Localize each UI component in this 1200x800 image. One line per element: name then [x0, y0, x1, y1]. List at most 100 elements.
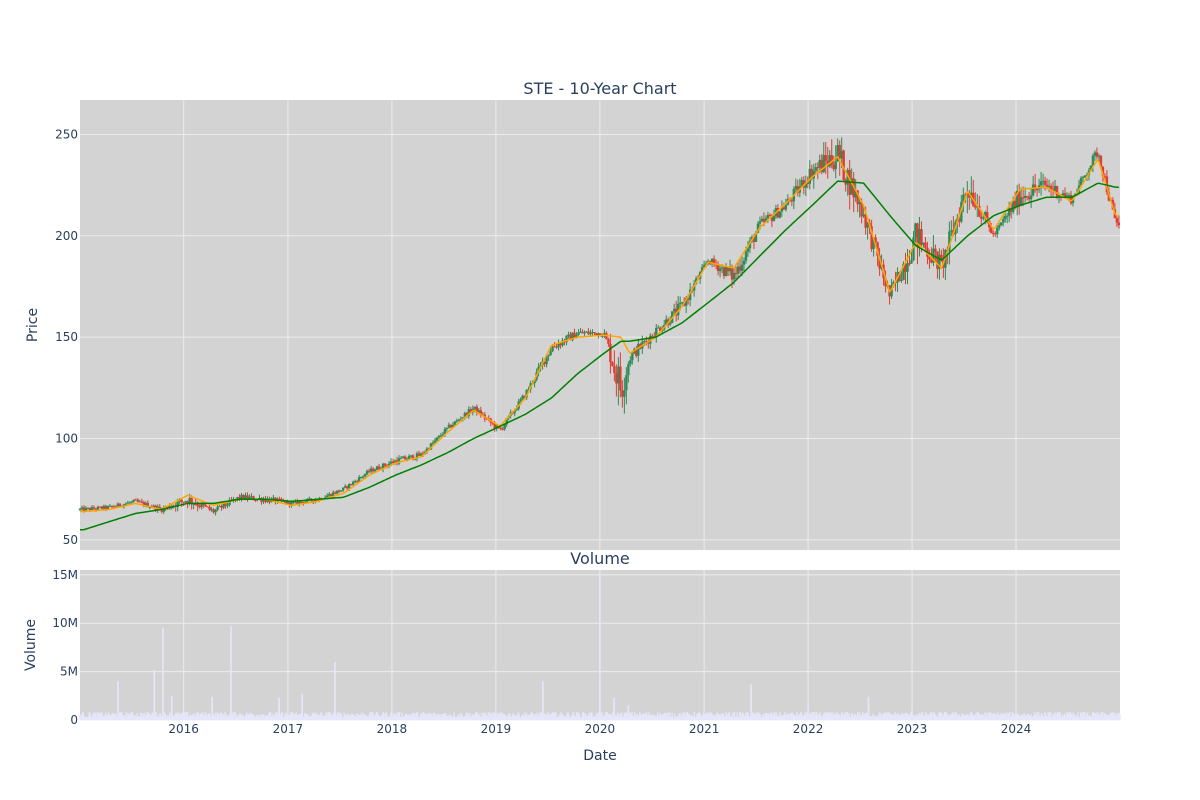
volume-bar	[454, 716, 456, 720]
volume-bar	[202, 712, 204, 720]
candle-body	[401, 456, 405, 459]
volume-bar	[847, 715, 849, 720]
volume-bar	[269, 712, 271, 720]
volume-bar	[620, 715, 622, 720]
volume-bar	[313, 713, 315, 720]
volume-bar	[834, 714, 837, 720]
volume-bar	[156, 715, 158, 720]
volume-bar	[846, 711, 849, 720]
volume-bar	[146, 711, 149, 720]
candle-body	[326, 495, 329, 498]
candle-body	[990, 227, 993, 234]
volume-bar	[179, 713, 181, 720]
candle-body	[635, 348, 638, 356]
candle-body	[477, 410, 480, 413]
volume-bar	[877, 717, 879, 720]
volume-bar	[310, 715, 313, 720]
volume-bar	[907, 713, 909, 720]
volume-bar	[776, 715, 779, 720]
volume-bar	[413, 713, 415, 720]
volume-bar	[631, 712, 633, 720]
volume-bar	[624, 712, 626, 720]
candle-body	[994, 233, 997, 235]
volume-bar	[600, 713, 602, 720]
volume-bar	[772, 713, 774, 720]
candle-body	[629, 360, 632, 365]
candle-body	[585, 331, 588, 333]
volume-bar	[1038, 712, 1040, 720]
candle-body	[982, 217, 985, 219]
candle-body	[308, 498, 311, 500]
volume-bar	[818, 717, 820, 720]
volume-bar	[1014, 713, 1016, 720]
candle-body	[928, 256, 931, 260]
volume-bar	[353, 714, 356, 720]
volume-bar	[1017, 714, 1020, 720]
volume-bar	[136, 713, 138, 720]
candle-body	[361, 476, 365, 478]
volume-bar	[410, 713, 413, 720]
volume-bar	[1037, 716, 1039, 720]
candle-body	[272, 497, 275, 499]
volume-bar	[1036, 711, 1038, 720]
candle-body	[336, 490, 339, 494]
volume-bar	[770, 712, 773, 720]
volume-bar	[902, 714, 904, 720]
volume-bar	[914, 715, 916, 720]
volume-bar	[865, 712, 867, 720]
candle-body	[82, 507, 86, 511]
volume-bar	[465, 712, 467, 720]
candle-body	[822, 155, 825, 173]
volume-bar	[351, 714, 354, 720]
volume-bar	[265, 714, 267, 720]
candle-body	[112, 506, 116, 508]
volume-bar	[1111, 711, 1114, 720]
volume-bar	[570, 715, 573, 720]
volume-bar	[277, 711, 279, 720]
candle-body	[453, 421, 457, 425]
volume-bar	[429, 713, 432, 720]
volume-bar	[820, 716, 822, 720]
candle-body	[202, 503, 205, 506]
volume-bar	[108, 713, 110, 720]
volume-bar	[651, 714, 653, 720]
candle-body	[862, 214, 865, 217]
volume-bar	[425, 713, 427, 720]
volume-bar	[593, 716, 596, 720]
volume-bar	[92, 713, 94, 720]
volume-bar	[956, 716, 958, 720]
candle-body	[1101, 166, 1105, 177]
volume-bar	[140, 712, 143, 720]
volume-bar	[1085, 714, 1088, 720]
volume-bar	[676, 717, 679, 720]
candle-body	[411, 455, 415, 460]
candle-body	[645, 341, 648, 343]
volume-bar	[901, 712, 903, 720]
volume-bar	[931, 713, 933, 720]
candle-body	[102, 505, 106, 509]
volume-bar	[361, 712, 363, 720]
volume-bar	[387, 716, 390, 720]
volume-bar	[653, 715, 655, 720]
volume-bar	[860, 714, 862, 720]
candle-body	[142, 502, 146, 506]
candle-body	[367, 470, 371, 472]
volume-bar	[909, 712, 912, 720]
volume-bar	[691, 716, 693, 720]
candle-body	[826, 160, 829, 167]
volume-bar	[288, 715, 291, 720]
volume-bar	[563, 716, 566, 720]
candle-body	[569, 334, 572, 341]
volume-bar	[697, 713, 699, 720]
candle-body	[1097, 155, 1101, 157]
volume-bar	[456, 716, 458, 720]
volume-bar	[98, 715, 100, 720]
volume-bar	[845, 715, 848, 720]
candle-body	[790, 200, 794, 202]
volume-bar	[543, 713, 545, 720]
volume-bar	[415, 712, 417, 720]
candle-body	[527, 389, 530, 391]
volume-bar	[876, 716, 879, 720]
volume-bar	[763, 716, 766, 720]
candle-body	[1033, 184, 1037, 190]
